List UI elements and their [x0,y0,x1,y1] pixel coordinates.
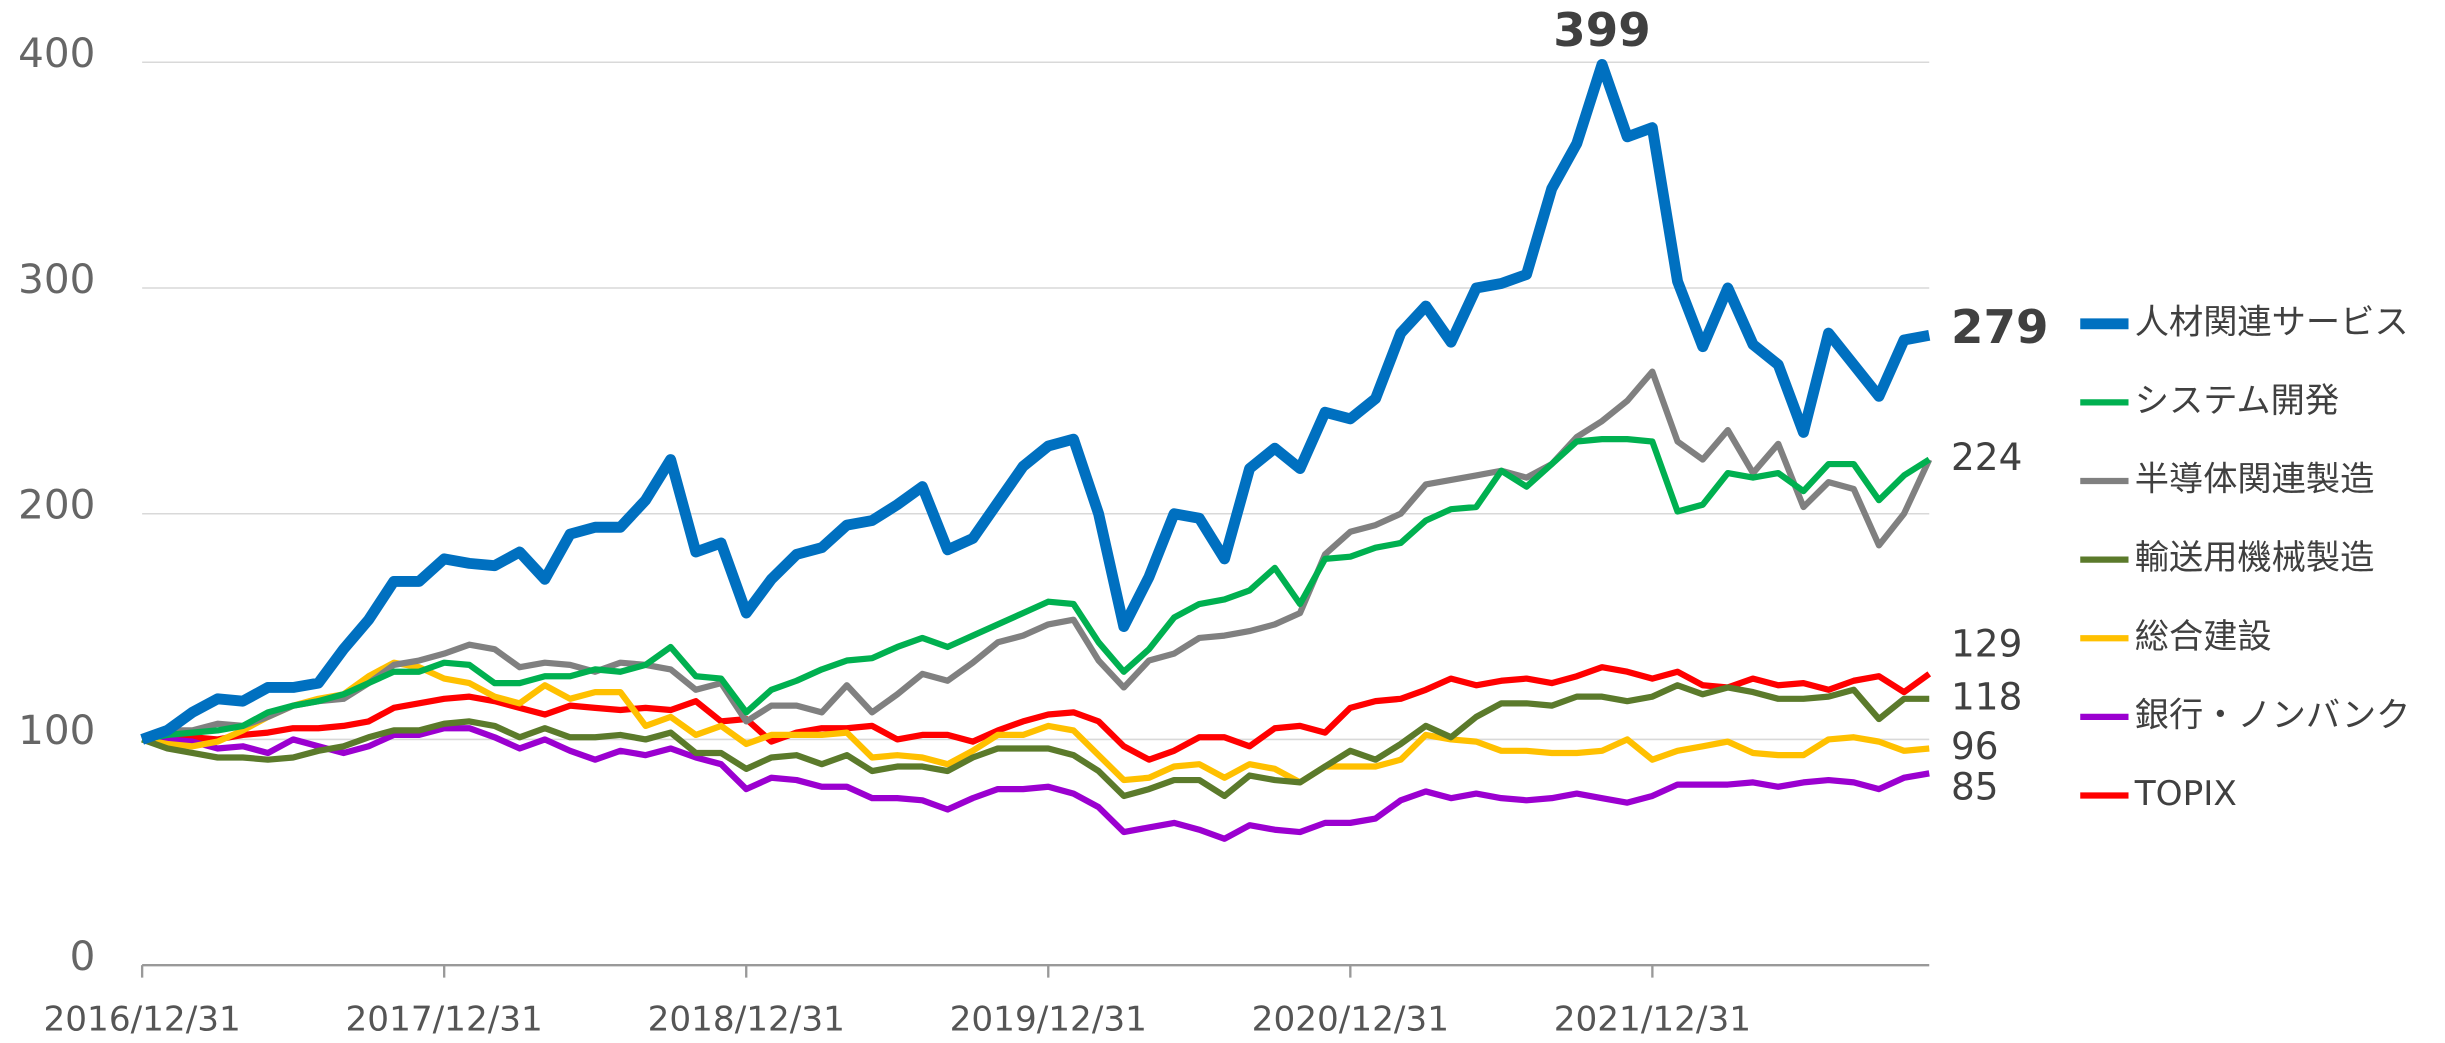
series-line [141,659,1930,786]
end-label: 96 [1951,724,1999,768]
series-line [140,58,1931,745]
y-tick-label: 300 [18,255,95,303]
end-label: 118 [1951,674,2022,718]
legend-label: TOPIX [2134,774,2237,814]
legend-label: システム開発 [2135,381,2339,421]
y-tick-label: 100 [18,706,95,754]
series-line [142,725,1930,842]
y-tick-label: 400 [18,29,95,77]
legend-label: 総合建設 [2135,617,2272,657]
end-label: 85 [1951,764,1999,808]
x-tick-label: 2018/12/31 [648,1000,845,1040]
series-line [141,368,1933,743]
x-tick-label: 2020/12/31 [1252,1000,1449,1040]
series-line [141,682,1930,800]
x-tick-label: 2017/12/31 [346,1000,543,1040]
x-tick-label: 2016/12/31 [43,1000,240,1040]
legend-label: 輸送用機械製造 [2135,538,2375,578]
x-tick-label: 2021/12/31 [1554,1000,1751,1040]
legend-label: 人材関連サービス [2135,302,2409,342]
y-tick-label: 200 [18,480,95,528]
legend-label: 銀行・ノンバンク [2135,695,2411,735]
legend-label: 半導体関連製造 [2135,460,2375,500]
y-tick-label: 0 [70,932,96,980]
end-label: 224 [1951,435,2022,479]
peak-label: 399 [1553,4,1650,58]
end-label: 279 [1951,301,2048,355]
x-tick-label: 2019/12/31 [950,1000,1147,1040]
series-line [141,436,1931,743]
end-label: 129 [1951,621,2022,665]
series-line [142,664,1932,763]
